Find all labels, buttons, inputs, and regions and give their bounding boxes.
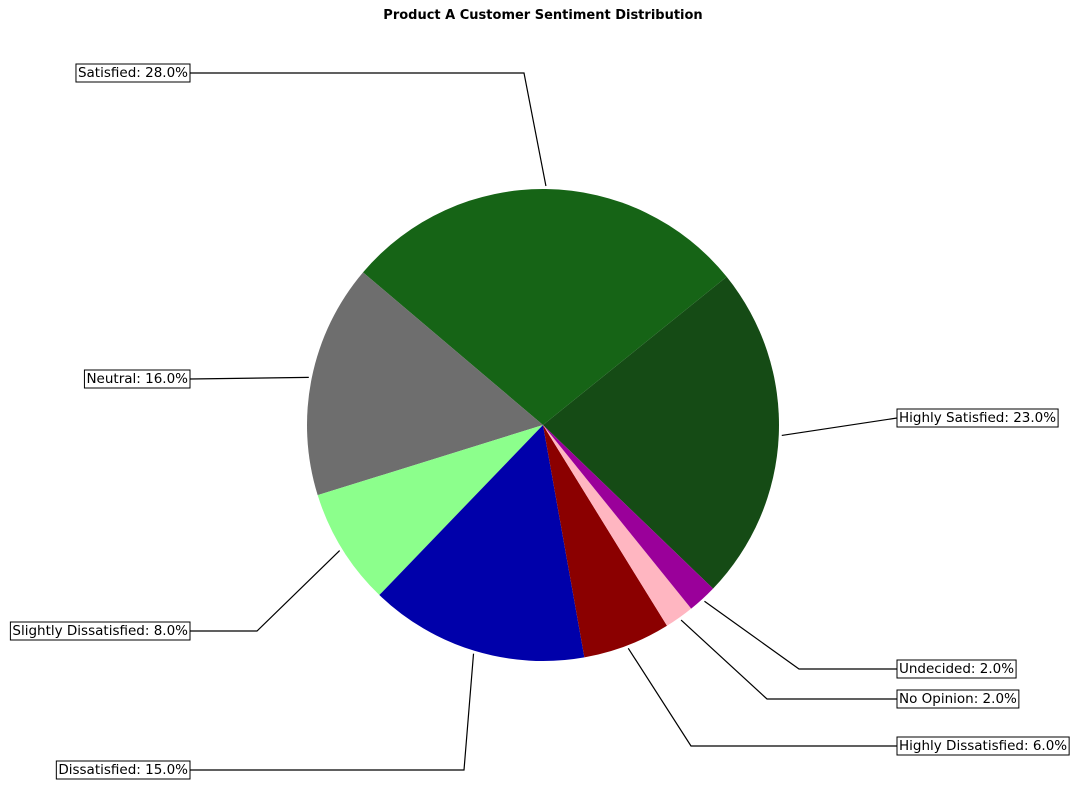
slice-label-text: Dissatisfied: 15.0% — [58, 762, 188, 778]
slice-label-text: Undecided: 2.0% — [899, 661, 1014, 677]
leader-line-neutral — [189, 376, 309, 380]
slice-label-highly-satisfied: Highly Satisfied: 23.0% — [896, 408, 1059, 428]
pie-slice-highly-dissatisfied — [543, 425, 668, 658]
pie-slice-satisfied — [363, 189, 727, 425]
slice-label-text: Slightly Dissatisfied: 8.0% — [12, 623, 188, 639]
slice-label-no-opinion: No Opinion: 2.0% — [896, 689, 1020, 709]
slice-label-text: Satisfied: 28.0% — [78, 65, 188, 81]
leader-line-highly-dissatisfied — [627, 647, 897, 747]
slice-label-text: Highly Dissatisfied: 6.0% — [899, 738, 1067, 754]
pie-slice-slightly-dissatisfied — [317, 425, 543, 596]
slice-label-slightly-dissatisfied: Slightly Dissatisfied: 8.0% — [9, 621, 191, 641]
slice-label-text: Neutral: 16.0% — [86, 371, 188, 387]
leader-line-satisfied — [190, 72, 547, 187]
slice-label-satisfied: Satisfied: 28.0% — [75, 63, 191, 83]
leader-line-no-opinion — [680, 619, 897, 700]
slice-label-undecided: Undecided: 2.0% — [896, 659, 1017, 679]
slice-label-highly-dissatisfied: Highly Dissatisfied: 6.0% — [896, 736, 1070, 756]
pie-slice-dissatisfied — [379, 425, 585, 661]
leader-line-slightly-dissatisfied — [190, 550, 341, 632]
pie-slice-highly-satisfied — [543, 276, 779, 589]
slice-label-dissatisfied: Dissatisfied: 15.0% — [55, 760, 191, 780]
leader-line-dissatisfied — [190, 653, 475, 771]
slice-label-neutral: Neutral: 16.0% — [83, 369, 191, 389]
leader-line-highly-satisfied — [781, 417, 898, 437]
pie-slice-undecided — [543, 425, 714, 609]
slice-label-text: No Opinion: 2.0% — [899, 691, 1017, 707]
pie-slice-no-opinion — [543, 425, 692, 626]
pie-slice-neutral — [307, 272, 543, 496]
leader-line-undecided — [704, 600, 897, 670]
slice-label-text: Highly Satisfied: 23.0% — [899, 410, 1056, 426]
chart-title: Product A Customer Sentiment Distributio… — [383, 8, 703, 23]
